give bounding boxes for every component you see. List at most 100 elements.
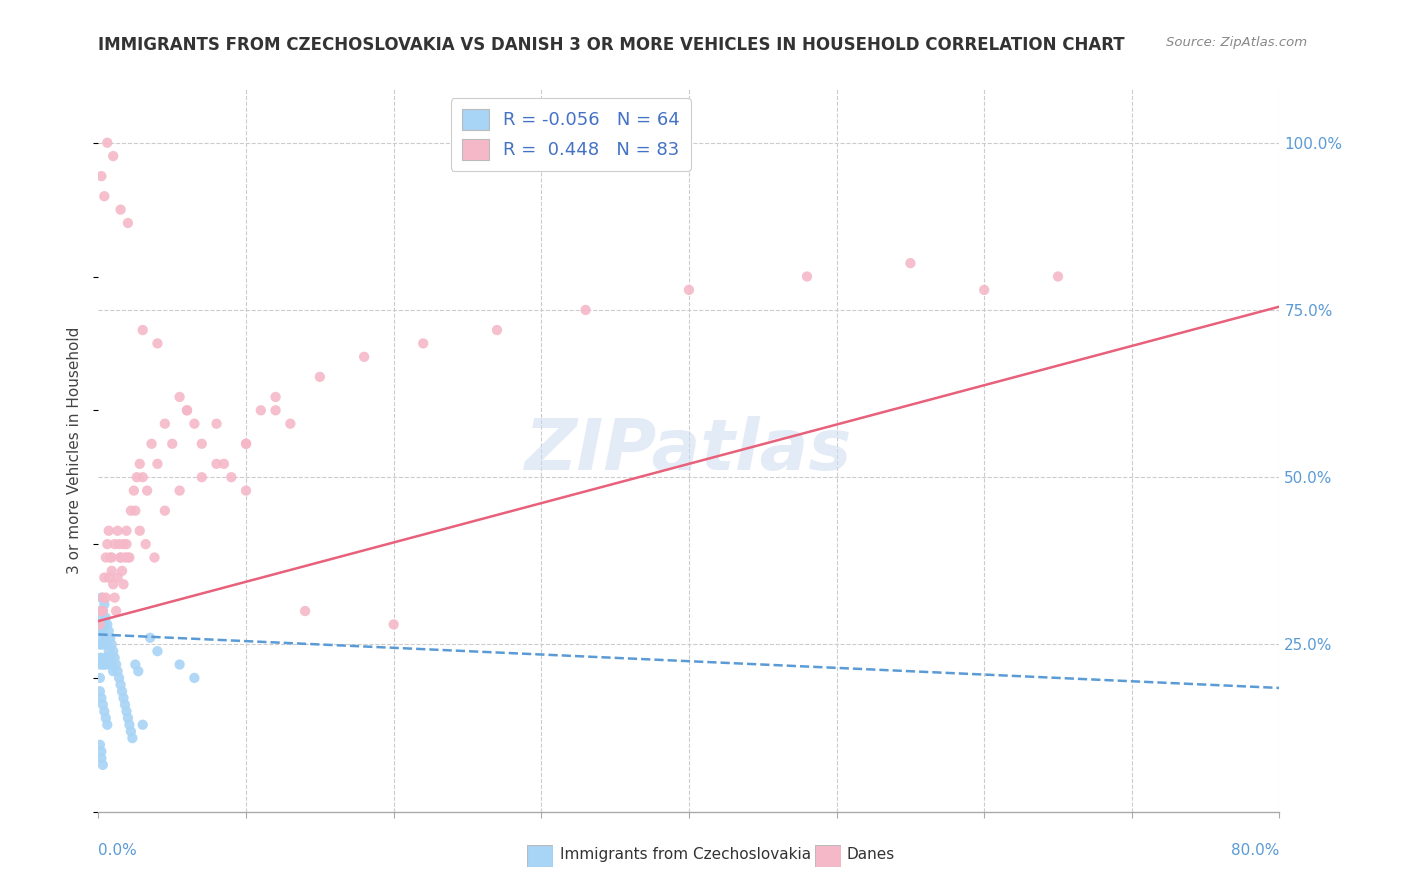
Point [112, 690, 135, 705]
Point [176, 403, 198, 417]
Point [575, 303, 598, 318]
Point [90, 169, 112, 184]
Point [98, 631, 121, 645]
Point [93, 189, 115, 203]
Point [353, 350, 375, 364]
Point [132, 323, 155, 337]
Point [146, 457, 169, 471]
Point [412, 336, 434, 351]
Point [91, 698, 114, 712]
Text: Danes: Danes [846, 847, 894, 862]
Point [96, 537, 118, 551]
Point [115, 705, 138, 719]
Point [107, 664, 129, 679]
Point [120, 724, 142, 739]
Point [96, 136, 118, 150]
Point [121, 731, 143, 746]
Point [264, 403, 287, 417]
Point [176, 403, 198, 417]
Point [235, 436, 257, 450]
Point [91, 604, 114, 618]
Point [100, 550, 122, 565]
Point [191, 470, 214, 484]
Point [110, 550, 132, 565]
Point [169, 483, 191, 498]
Point [1046, 269, 1070, 284]
Point [115, 537, 138, 551]
Point [250, 403, 273, 417]
Point [235, 483, 257, 498]
Text: IMMIGRANTS FROM CZECHOSLOVAKIA VS DANISH 3 OR MORE VEHICLES IN HOUSEHOLD CORRELA: IMMIGRANTS FROM CZECHOSLOVAKIA VS DANISH… [98, 36, 1125, 54]
Point [128, 524, 150, 538]
Point [280, 417, 302, 431]
Point [112, 537, 135, 551]
Point [146, 336, 169, 351]
Point [96, 717, 118, 731]
Point [89, 738, 111, 752]
Point [97, 644, 120, 658]
Point [89, 657, 111, 672]
Point [111, 684, 134, 698]
Point [94, 611, 117, 625]
Point [103, 644, 125, 658]
Point [89, 671, 111, 685]
Point [93, 657, 115, 672]
Point [205, 457, 228, 471]
Point [112, 577, 135, 591]
Point [94, 651, 117, 665]
Point [294, 604, 316, 618]
Point [105, 657, 128, 672]
Point [309, 369, 332, 384]
Point [132, 717, 155, 731]
Point [110, 550, 132, 565]
Text: 0.0%: 0.0% [98, 843, 138, 858]
Point [90, 744, 112, 758]
Point [110, 202, 132, 217]
Point [98, 651, 121, 665]
Point [118, 550, 141, 565]
Point [143, 550, 166, 565]
Point [93, 617, 115, 632]
Point [90, 591, 112, 605]
Point [97, 524, 120, 538]
Point [141, 436, 163, 450]
Point [118, 717, 141, 731]
Point [93, 637, 115, 651]
Point [153, 417, 176, 431]
Point [90, 690, 112, 705]
Point [91, 758, 114, 772]
Point [115, 524, 138, 538]
Point [125, 470, 148, 484]
Point [183, 417, 205, 431]
Point [678, 283, 700, 297]
Point [114, 698, 136, 712]
Point [136, 483, 159, 498]
Point [90, 611, 112, 625]
Point [108, 671, 131, 685]
Point [122, 483, 145, 498]
Point [114, 550, 136, 565]
Point [91, 591, 114, 605]
Point [796, 269, 818, 284]
Point [94, 711, 117, 725]
Point [96, 637, 118, 651]
Point [128, 457, 150, 471]
Point [108, 537, 131, 551]
Point [96, 657, 118, 672]
Point [94, 550, 117, 565]
Point [89, 651, 111, 665]
Point [93, 571, 115, 585]
Point [120, 503, 142, 517]
Point [117, 216, 139, 230]
Point [117, 550, 139, 565]
Point [111, 564, 134, 578]
Point [91, 657, 114, 672]
Point [98, 550, 121, 565]
Point [212, 457, 235, 471]
Point [89, 617, 111, 632]
Point [89, 617, 111, 632]
Point [127, 664, 149, 679]
Point [100, 657, 122, 672]
Point [90, 624, 112, 639]
Text: Source: ZipAtlas.com: Source: ZipAtlas.com [1167, 36, 1308, 49]
